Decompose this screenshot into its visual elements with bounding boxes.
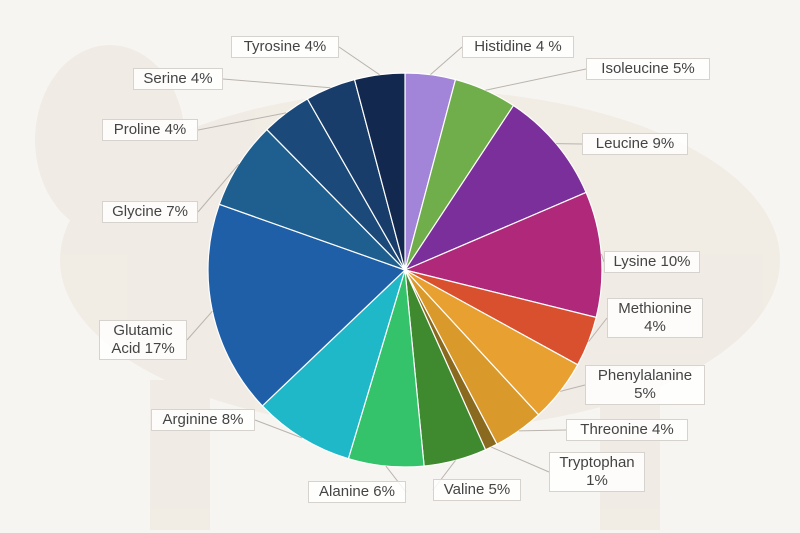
slice-label: Glycine 7% xyxy=(102,201,198,223)
leader-line xyxy=(588,317,608,342)
leader-line xyxy=(491,446,550,473)
leader-line xyxy=(197,163,240,213)
pie-slice xyxy=(403,104,587,272)
leader-line xyxy=(430,46,463,76)
slice-label: Serine 4% xyxy=(133,68,223,90)
leader-line xyxy=(518,429,567,432)
leader-line xyxy=(254,419,303,439)
slice-label: Tyrosine 4% xyxy=(231,36,339,58)
slice-label: Lysine 10% xyxy=(604,251,700,273)
leader-line xyxy=(186,310,213,341)
leader-line xyxy=(560,384,586,392)
slice-label: Threonine 4% xyxy=(566,419,688,441)
leader-line xyxy=(338,46,380,76)
slice-label: Glutamic Acid 17% xyxy=(99,320,187,360)
slice-label: Tryptophan 1% xyxy=(549,452,645,492)
leader-line xyxy=(600,253,605,263)
slice-label: Proline 4% xyxy=(102,119,198,141)
slice-label: Arginine 8% xyxy=(151,409,255,431)
slice-label: Leucine 9% xyxy=(582,133,688,155)
pie-slice xyxy=(207,203,407,407)
leader-line xyxy=(485,68,587,91)
slice-label: Valine 5% xyxy=(433,479,521,501)
slice-label: Histidine 4 % xyxy=(462,36,574,58)
pie-slice xyxy=(353,72,406,271)
slice-label: Alanine 6% xyxy=(308,481,406,503)
slice-label: Phenylalanine 5% xyxy=(585,365,705,405)
pie-slice xyxy=(261,268,407,460)
leader-line xyxy=(222,78,331,89)
slice-label: Methionine 4% xyxy=(607,298,703,338)
pie-slice xyxy=(403,191,603,319)
slice-label: Isoleucine 5% xyxy=(586,58,710,80)
leader-line xyxy=(197,112,287,131)
